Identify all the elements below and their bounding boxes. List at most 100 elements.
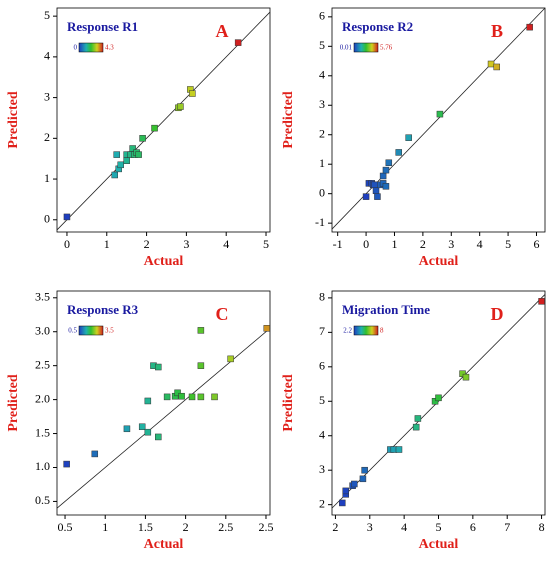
x-tick-label: 8 [539, 520, 545, 534]
point [493, 63, 500, 71]
point [382, 183, 390, 190]
panel-label: D [491, 304, 504, 324]
panel-title: Response R1 [67, 19, 138, 34]
point [211, 393, 218, 401]
y-tick-label: -1 [315, 215, 325, 229]
point [155, 363, 162, 371]
x-tick-label: 4 [401, 520, 407, 534]
point [342, 487, 349, 495]
point [178, 392, 185, 400]
x-tick-label: 5 [436, 520, 442, 534]
point [462, 373, 470, 381]
x-tick-label: 3 [448, 237, 454, 251]
colorbar [353, 325, 379, 336]
point [362, 193, 370, 200]
point [151, 124, 158, 132]
x-tick-label: 3 [367, 520, 373, 534]
colorbar [353, 42, 379, 53]
panel: 0 1 2 3 4 5 0 1 2 3 4 5 Response R1 0 4.3 A Actual Predic… [6, 7, 271, 269]
x-tick-label: 2 [332, 520, 338, 534]
x-tick-label: 2 [420, 237, 426, 251]
point [374, 193, 381, 200]
colorbar [78, 42, 104, 53]
x-tick-label: 6 [533, 237, 539, 251]
x-tick-label: 0 [363, 237, 369, 251]
point [371, 181, 378, 189]
y-tick-label: 1 [319, 156, 325, 170]
y-tick-label: 2.0 [35, 391, 50, 405]
x-tick-label: 1 [102, 520, 108, 534]
y-tick-label: 3 [44, 89, 50, 103]
point [63, 460, 70, 468]
y-tick-label: 2.5 [35, 357, 50, 371]
x-tick-label: 4 [477, 237, 483, 251]
panel-label: B [491, 21, 503, 41]
y-tick-label: 4 [319, 427, 325, 441]
y-tick-label: 1.0 [35, 459, 50, 473]
point [412, 423, 420, 431]
y-tick-label: 0 [44, 212, 50, 226]
y-tick-label: 2 [319, 496, 325, 510]
point [263, 325, 271, 332]
x-tick-label: 1 [104, 237, 110, 251]
y-tick-label: 4 [319, 68, 325, 82]
y-tick-label: 0.5 [35, 493, 50, 507]
x-tick-label: 0.5 [58, 520, 73, 534]
y-tick-label: 3.5 [35, 290, 50, 304]
y-tick-label: 1.5 [35, 425, 50, 439]
y-tick-label: 3 [319, 462, 325, 476]
point [385, 159, 393, 166]
colorbar-min: 2.2 [343, 327, 352, 335]
colorbar-max: 4.3 [105, 44, 114, 52]
colorbar-max: 5.76 [380, 44, 393, 52]
y-tick-label: 3.0 [35, 323, 50, 337]
x-tick-label: 5 [505, 237, 511, 251]
colorbar-max: 3.5 [105, 327, 114, 335]
point [188, 393, 196, 401]
point [459, 370, 466, 377]
panel-label: C [216, 304, 229, 324]
colorbar [78, 325, 104, 336]
point [405, 134, 412, 141]
panel-title: Migration Time [342, 302, 430, 317]
y-tick-label: 3 [319, 97, 325, 111]
panel-title: Response R2 [342, 19, 413, 34]
point [487, 60, 495, 68]
x-tick-label: 0 [64, 237, 70, 251]
x-tick-label: 6 [470, 520, 476, 534]
panel-title: Response R3 [67, 302, 139, 317]
y-tick-label: 5 [319, 393, 325, 407]
x-axis-label: Actual [419, 254, 459, 269]
point [435, 394, 442, 402]
x-axis-label: Actual [144, 254, 184, 269]
point [144, 397, 152, 405]
point [361, 466, 368, 474]
point [197, 393, 205, 401]
x-tick-label: 2.5 [218, 520, 233, 534]
panel: 0.5 1 1.5 2 2.5 2.5 0.5 1.0 1.5 2.0 2.5 3.0 3.5 Respo… [6, 290, 273, 553]
point [135, 151, 142, 158]
colorbar-min: 0.01 [340, 44, 353, 52]
point [197, 362, 205, 369]
colorbar-min: 0 [74, 44, 78, 52]
point [63, 213, 71, 221]
plot-frame [56, 290, 271, 516]
y-tick-label: 7 [319, 324, 325, 338]
point [177, 103, 184, 110]
point [163, 393, 171, 401]
point [197, 327, 205, 334]
point [189, 90, 196, 97]
x-tick-label: 1 [391, 237, 397, 251]
point [139, 135, 146, 142]
reference-line [56, 328, 271, 509]
x-tick-label: 2 [183, 520, 189, 534]
point [431, 398, 439, 405]
point [351, 480, 358, 488]
point [144, 428, 152, 436]
point [123, 425, 131, 433]
panel: -1 0 1 2 3 4 5 6 -1 0 1 2 3 4 5 6 Response R2 0.01 5.76 B Ac… [281, 7, 546, 269]
point [234, 39, 242, 46]
point [113, 151, 120, 158]
point [395, 446, 403, 453]
